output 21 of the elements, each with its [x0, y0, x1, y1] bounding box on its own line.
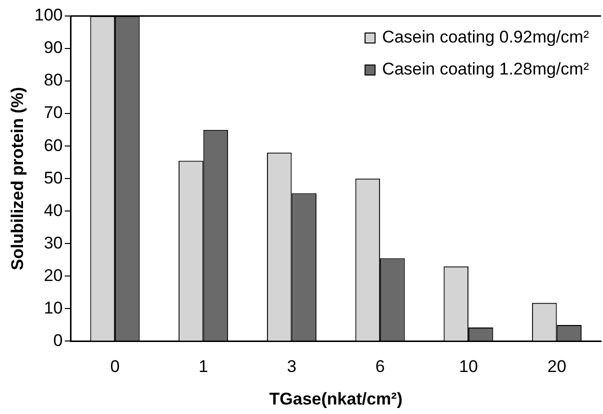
- y-axis-title: Solubilized protein (%): [8, 86, 27, 270]
- legend-label: Casein coating 0.92mg/cm²: [382, 28, 590, 47]
- y-tick-label: 40: [44, 200, 63, 220]
- x-tick-label: 3: [286, 357, 296, 376]
- y-tick-label: 70: [44, 103, 63, 122]
- x-tick-label: 20: [547, 357, 566, 376]
- y-tick-label: 30: [44, 233, 63, 252]
- y-tick-label: 100: [34, 6, 63, 25]
- y-tick-label: 10: [44, 298, 63, 318]
- x-tick-label: 6: [375, 357, 385, 376]
- y-tick-label: 20: [44, 266, 63, 285]
- y-tick-label: 80: [44, 70, 63, 90]
- x-tick-label: 0: [110, 357, 120, 376]
- legend-label: Casein coating 1.28mg/cm²: [382, 60, 590, 79]
- x-axis-title: TGase(nkat/cm²): [269, 389, 402, 408]
- y-tick-label: 90: [44, 38, 63, 58]
- y-tick-label: 60: [44, 136, 63, 155]
- x-tick-label: 10: [458, 357, 478, 376]
- x-tick-label: 1: [198, 357, 208, 376]
- y-tick-label: 50: [44, 168, 63, 188]
- y-tick-label: 0: [53, 330, 63, 350]
